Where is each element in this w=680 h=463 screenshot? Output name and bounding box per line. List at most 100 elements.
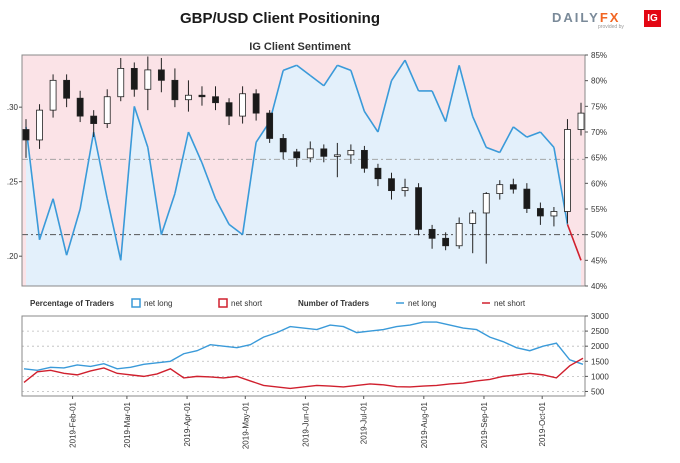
sentiment-segment <box>431 90 447 123</box>
bottom-grid <box>22 315 585 392</box>
count-tick-label: 2000 <box>591 342 609 351</box>
legend-num-long-label: net long <box>408 299 436 308</box>
candle-body <box>144 69 152 90</box>
candle-body <box>536 208 544 217</box>
sentiment-segment <box>79 131 95 210</box>
sentiment-segment <box>309 74 325 87</box>
sentiment-segment <box>350 70 366 112</box>
sentiment-segment <box>147 147 163 235</box>
sentiment-segment <box>160 193 176 235</box>
right-tick-label: 60% <box>591 179 607 188</box>
sentiment-segment <box>404 59 420 92</box>
right-tick-label: 40% <box>591 282 607 291</box>
count-tick-label: 500 <box>591 387 605 396</box>
sentiment-segment <box>92 131 109 199</box>
date-axis: 2019-Feb-01 2019-Mar-01 2019-Apr-01 2019-Ma… <box>69 396 547 449</box>
candle-body <box>415 187 422 230</box>
legend-number-title: Number of Traders <box>298 299 370 308</box>
sentiment-segment <box>119 106 136 261</box>
sentiment-segment <box>52 198 68 256</box>
left-tick-label: .20 <box>7 252 19 261</box>
candle-body <box>361 149 368 169</box>
candle-body <box>496 184 504 195</box>
candle-body <box>22 129 30 141</box>
candle-body <box>279 138 287 153</box>
count-tick-label: 1000 <box>591 372 609 381</box>
sentiment-segment <box>499 126 515 153</box>
ig-badge: IG <box>644 10 661 27</box>
sentiment-segment <box>133 106 149 148</box>
legend-num-short-label: net short <box>494 299 526 308</box>
candle-body <box>293 151 301 159</box>
candle-body <box>550 211 558 217</box>
sentiment-segment <box>201 162 217 200</box>
candle-body <box>117 68 125 98</box>
top-panel-frame <box>21 54 586 287</box>
price-candles <box>22 56 585 264</box>
candle-body <box>63 79 71 99</box>
candle-body <box>49 79 57 111</box>
bottom-panel-frame <box>21 315 586 397</box>
candle-body <box>482 193 490 214</box>
right-tick-label: 55% <box>591 205 607 214</box>
sentiment-segment <box>323 64 339 87</box>
sentiment-segment <box>214 198 230 225</box>
sentiment-segment <box>512 126 528 138</box>
sentiment-segment <box>526 131 541 138</box>
candle-body <box>333 154 341 157</box>
sentiment-segment <box>485 146 501 154</box>
date-tick-label: 2019-Sep-01 <box>480 401 489 448</box>
candle-body <box>564 129 571 212</box>
candle-body <box>239 93 246 117</box>
sentiment-segment <box>187 131 203 164</box>
sentiment-segment <box>228 223 244 236</box>
candle-body <box>320 148 328 157</box>
candle-body <box>171 79 179 101</box>
net-long-count-line <box>23 321 584 372</box>
sentiment-segment <box>174 131 190 194</box>
dailyfx-logo: DAILYFX provided by IG <box>552 8 670 30</box>
net-long-percentage-line <box>25 59 582 261</box>
date-tick-label: 2019-Aug-01 <box>420 401 429 448</box>
sentiment-segment <box>25 126 41 240</box>
candle-body <box>374 167 382 180</box>
sentiment-segment <box>539 131 555 148</box>
count-tick-label: 2500 <box>591 327 609 336</box>
sentiment-segment <box>444 65 460 122</box>
candle-body <box>455 223 463 247</box>
date-tick-label: 2019-Jul-01 <box>360 401 369 444</box>
candle-body <box>252 93 260 114</box>
count-axis: 3000 2500 2000 1500 1000 500 <box>585 312 609 396</box>
candle-body <box>90 115 98 124</box>
net-long-area <box>26 60 581 287</box>
legend-pct-short-label: net short <box>231 299 263 308</box>
sentiment-segment <box>337 64 352 72</box>
candle-body <box>76 97 84 117</box>
candle-body <box>442 237 450 247</box>
candle-body <box>523 188 531 209</box>
date-tick-label: 2019-Jun-01 <box>301 401 310 446</box>
candle-body <box>185 94 192 101</box>
candle-body <box>401 187 409 192</box>
sentiment-segment <box>458 65 474 117</box>
legend-pct-long-swatch <box>131 298 141 308</box>
date-tick-label: 2019-Mar-01 <box>123 401 132 447</box>
date-tick-label: 2019-Oct-01 <box>538 401 547 446</box>
candle-body <box>266 112 274 139</box>
candle-body <box>130 68 138 90</box>
sentiment-segment <box>296 64 311 77</box>
sentiment-segment <box>241 142 257 235</box>
count-tick-label: 3000 <box>591 312 609 321</box>
net-short-count-line <box>23 357 584 390</box>
right-tick-label: 75% <box>591 102 607 111</box>
sentiment-segment <box>377 80 393 133</box>
date-tick-label: 2019-May-01 <box>241 401 250 449</box>
right-axis: 85% 80% 75% 70% 65% 60% 55% 50% 45% 40% <box>585 51 607 291</box>
candle-body <box>36 109 43 141</box>
candle-body <box>469 212 477 224</box>
sentiment-segment <box>65 208 81 256</box>
trader-count-lines <box>23 321 584 390</box>
chart-title: GBP/USD Client Positioning <box>179 10 380 27</box>
right-tick-label: 85% <box>591 51 607 60</box>
